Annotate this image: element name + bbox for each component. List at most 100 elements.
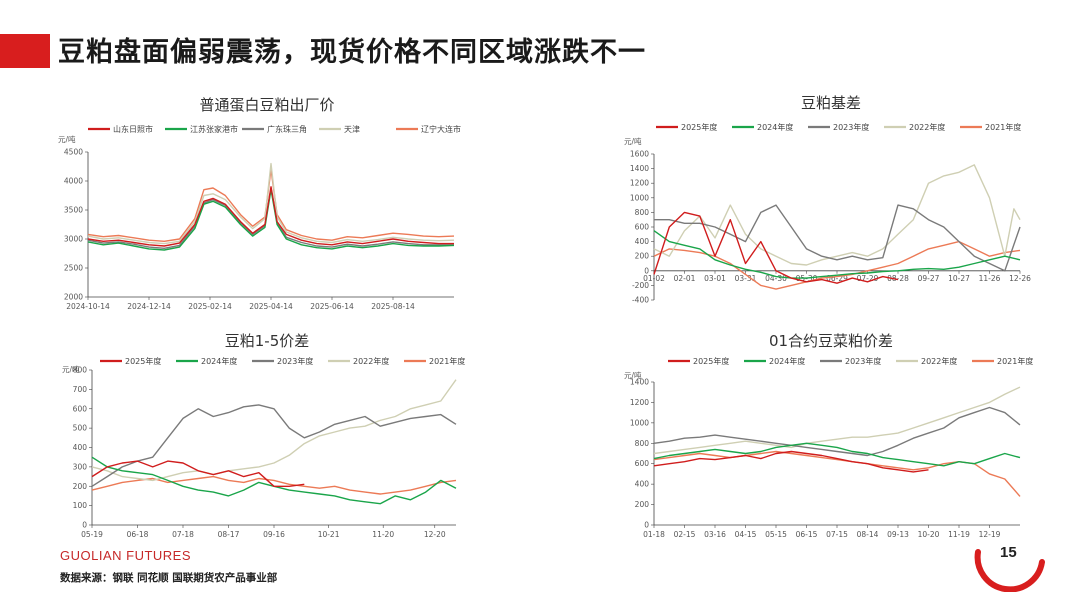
- legend-label: 2022年度: [353, 356, 389, 366]
- series-line: [87, 162, 455, 245]
- x-tick-label: 2024-12-14: [127, 302, 171, 311]
- y-tick-label: 200: [635, 500, 650, 509]
- y-unit-label: 元/吨: [624, 136, 642, 146]
- y-tick-label: 1600: [630, 150, 649, 159]
- chart-title: 普通蛋白豆粕出厂价: [199, 96, 334, 114]
- y-tick-label: 4000: [64, 177, 83, 186]
- x-tick-label: 05-15: [765, 530, 787, 539]
- x-tick-label: 05-19: [81, 530, 103, 539]
- x-tick-label: 10-27: [948, 274, 970, 283]
- legend-label: 2025年度: [693, 356, 729, 366]
- x-tick-label: 10-21: [318, 530, 340, 539]
- legend-label: 江苏张家港市: [190, 124, 238, 134]
- legend-label: 2022年度: [909, 122, 945, 132]
- x-tick-label: 04-30: [765, 274, 787, 283]
- x-tick-label: 11-26: [979, 274, 1001, 283]
- series-line: [653, 211, 899, 284]
- x-tick-label: 09-27: [918, 274, 940, 283]
- x-tick-label: 03-16: [704, 530, 726, 539]
- y-tick-label: 1000: [630, 418, 649, 427]
- x-tick-label: 2024-10-14: [66, 302, 110, 311]
- x-tick-label: 09-13: [887, 530, 909, 539]
- legend-label: 辽宁大连市: [421, 124, 461, 134]
- y-tick-label: 400: [635, 480, 650, 489]
- x-tick-label: 06-29: [826, 274, 848, 283]
- legend-label: 2024年度: [769, 356, 805, 366]
- page-number: 15: [1000, 544, 1017, 561]
- x-tick-label: 11-19: [948, 530, 970, 539]
- x-tick-label: 01-18: [643, 530, 665, 539]
- y-tick-label: 800: [73, 366, 88, 375]
- y-tick-label: 4500: [64, 148, 83, 157]
- legend-label: 山东日照市: [113, 124, 153, 134]
- legend-label: 天津: [344, 124, 360, 134]
- legend-label: 2024年度: [757, 122, 793, 132]
- legend-label: 2021年度: [985, 122, 1021, 132]
- header-accent-bar: [0, 34, 50, 68]
- legend-label: 2022年度: [921, 356, 957, 366]
- x-tick-label: 12-20: [424, 530, 446, 539]
- series-line: [653, 450, 929, 473]
- x-tick-label: 10-20: [918, 530, 940, 539]
- series-line: [654, 204, 1021, 272]
- x-tick-label: 06-18: [127, 530, 149, 539]
- chart-title: 豆粕1-5价差: [225, 332, 310, 350]
- y-tick-label: 600: [635, 223, 650, 232]
- x-tick-label: 03-01: [704, 274, 726, 283]
- series-line: [91, 404, 457, 487]
- y-tick-label: 300: [73, 462, 88, 471]
- y-unit-label: 元/吨: [62, 364, 80, 374]
- chart-svg-4: 01合约豆菜粕价差 2025年度 2024年度 2023年度 2022年度 2021年度元…: [624, 332, 1033, 539]
- y-unit-label: 元/吨: [624, 370, 642, 380]
- y-unit-label: 元/吨: [58, 134, 76, 144]
- legend-label: 2023年度: [845, 356, 881, 366]
- x-tick-label: 03-31: [735, 274, 757, 283]
- series-line: [91, 460, 305, 488]
- x-tick-label: 12-26: [1009, 274, 1031, 283]
- y-tick-label: 100: [73, 501, 88, 510]
- data-source-note: 数据来源：钢联 同花顺 国联期货农产品事业部: [60, 572, 278, 584]
- y-tick-label: 1200: [630, 179, 649, 188]
- y-tick-label: 200: [73, 482, 88, 491]
- x-tick-label: 04-15: [735, 530, 757, 539]
- x-tick-label: 2025-02-14: [188, 302, 232, 311]
- y-tick-label: 400: [635, 237, 650, 246]
- legend-label: 2021年度: [997, 356, 1033, 366]
- x-tick-label: 2025-08-14: [371, 302, 415, 311]
- legend-label: 2023年度: [277, 356, 313, 366]
- chart-panel-2: 豆粕基差 2025年度 2024年度 2023年度 2022年度 2021年度 元/吨 -40…: [616, 92, 1031, 317]
- chart-panel-1: 普通蛋白豆粕出厂价 山东日照市 江苏张家港市 广东珠三角 天津 辽宁大连市 元/吨 2000 2…: [52, 92, 462, 317]
- y-tick-label: 1000: [630, 193, 649, 202]
- y-tick-label: 800: [635, 208, 650, 217]
- y-tick-label: 700: [73, 385, 88, 394]
- y-tick-label: 1400: [630, 378, 649, 387]
- x-tick-label: 09-16: [263, 530, 285, 539]
- chart-svg-3: 豆粕1-5价差 2025年度 2024年度 2023年度 2022年度 2021年度元/吨…: [62, 332, 465, 539]
- legend-label: 2025年度: [681, 122, 717, 132]
- x-tick-label: 07-15: [826, 530, 848, 539]
- y-tick-label: 0: [644, 521, 649, 530]
- chart-panel-3: 豆粕1-5价差 2025年度 2024年度 2023年度 2022年度 2021年度元/吨…: [52, 330, 465, 545]
- series-line: [91, 475, 457, 495]
- y-tick-label: 1400: [630, 164, 649, 173]
- series-line: [653, 442, 1021, 467]
- y-tick-label: 0: [644, 266, 649, 275]
- x-tick-label: 06-15: [796, 530, 818, 539]
- x-tick-label: 2025-06-14: [310, 302, 354, 311]
- series-line: [653, 230, 1021, 279]
- legend-label: 2025年度: [125, 356, 161, 366]
- x-tick-label: 01-02: [643, 274, 665, 283]
- chart-title: 01合约豆菜粕价差: [769, 332, 893, 350]
- legend-label: 广东珠三角: [267, 124, 307, 134]
- x-tick-label: 08-14: [857, 530, 879, 539]
- legend-label: 2021年度: [429, 356, 465, 366]
- x-tick-label: 07-18: [172, 530, 194, 539]
- x-tick-label: 07-29: [857, 274, 879, 283]
- x-tick-label: 02-15: [674, 530, 696, 539]
- y-tick-label: 0: [82, 521, 87, 530]
- legend-label: 2024年度: [201, 356, 237, 366]
- page-number-arc: [974, 549, 1045, 592]
- y-tick-label: 1200: [630, 398, 649, 407]
